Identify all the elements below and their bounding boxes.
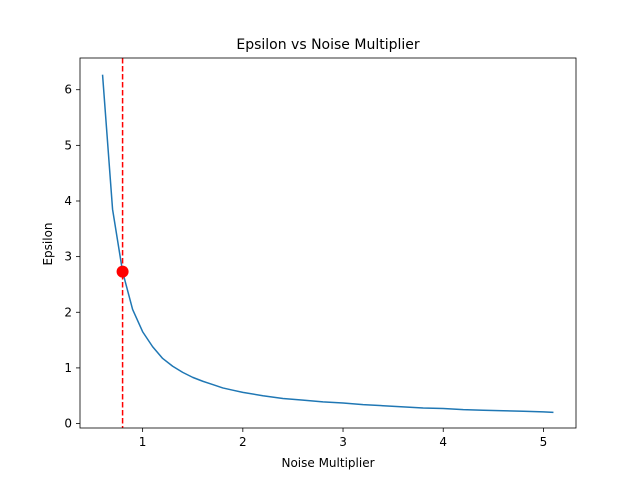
x-axis-label: Noise Multiplier — [281, 456, 374, 470]
x-tick-label: 2 — [239, 435, 247, 449]
x-tick-label: 1 — [139, 435, 147, 449]
plot-area — [79, 57, 577, 429]
chart-title: Epsilon vs Noise Multiplier — [236, 37, 420, 53]
y-tick-label: 2 — [64, 305, 72, 319]
y-tick-label: 0 — [64, 417, 72, 431]
x-tick-label: 3 — [339, 435, 347, 449]
x-tick-label: 5 — [540, 435, 548, 449]
y-axis-label: Epsilon — [41, 222, 55, 265]
x-tick-label: 4 — [439, 435, 447, 449]
highlight-point — [116, 265, 129, 278]
y-tick-label: 5 — [64, 138, 72, 152]
y-tick-label: 1 — [64, 361, 72, 375]
series-line-0 — [101, 74, 554, 414]
y-tick-label: 4 — [64, 194, 72, 208]
y-tick-label: 6 — [64, 83, 72, 97]
y-tick-label: 3 — [64, 250, 72, 264]
axes-frame — [79, 57, 577, 429]
tick-labels: 1 2 3 4 5 0 1 2 3 4 5 6 — [64, 83, 547, 449]
